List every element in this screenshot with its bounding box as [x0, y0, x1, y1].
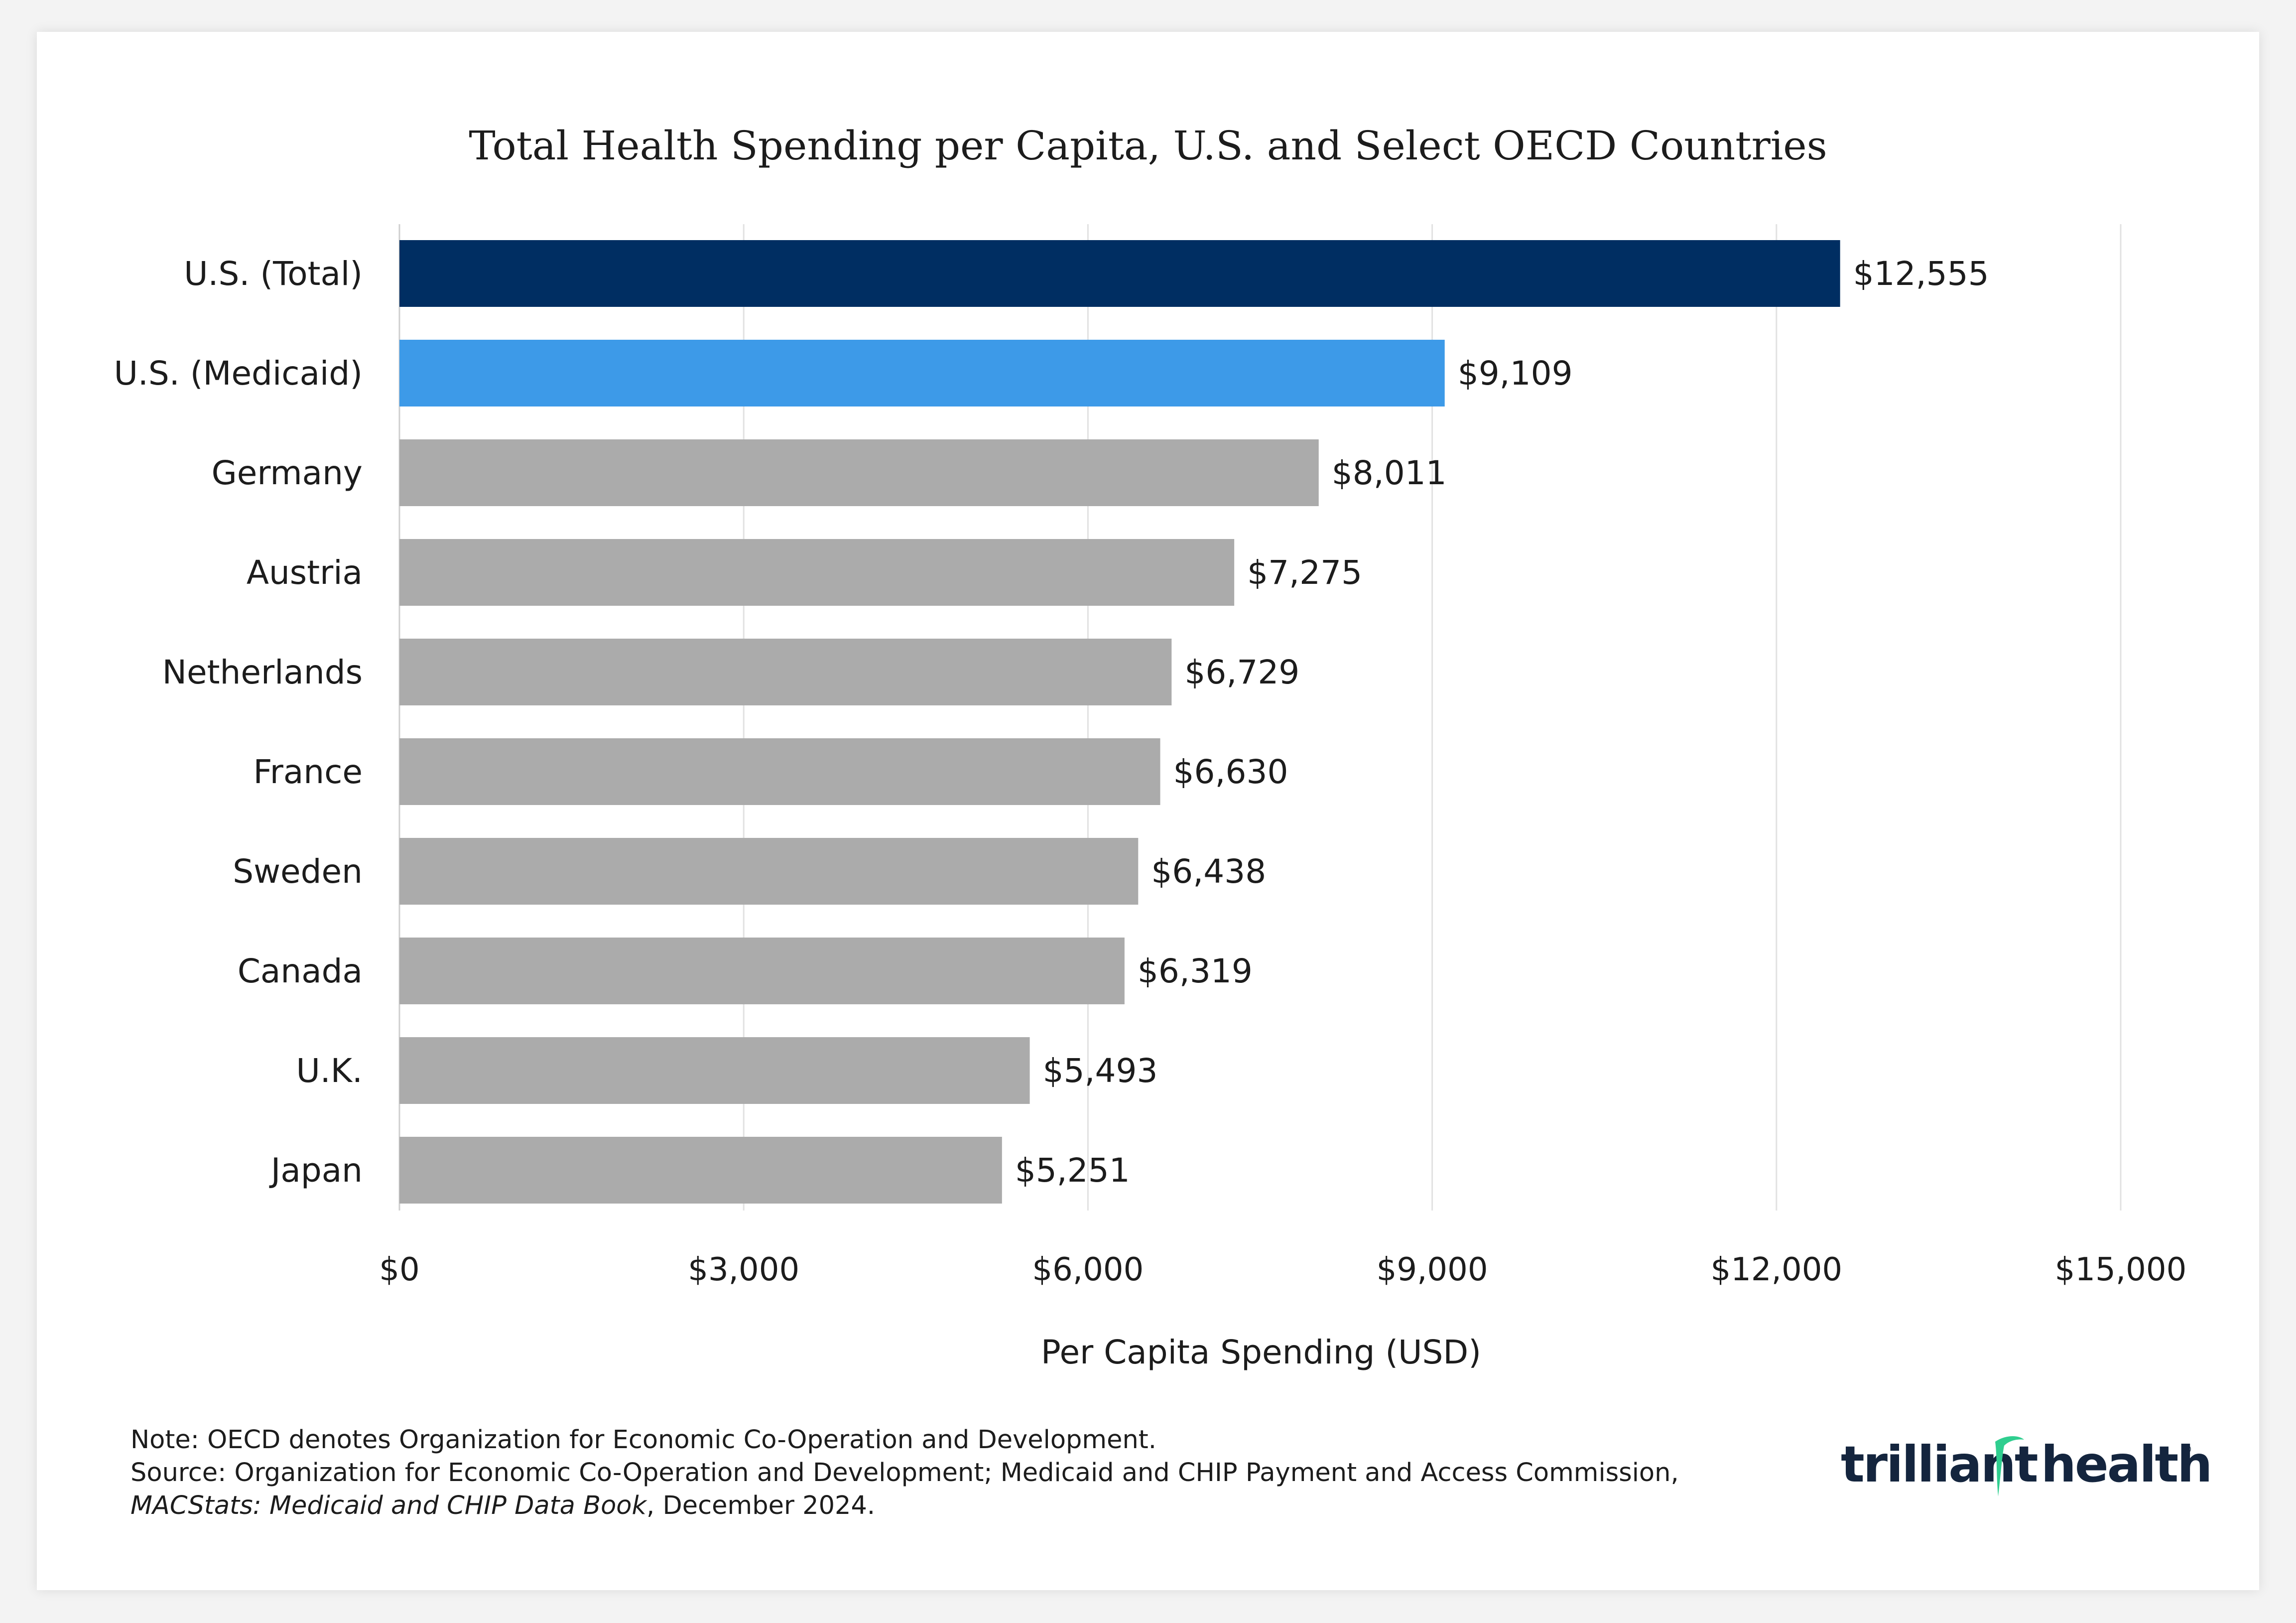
x-tick-label: $0 — [379, 1251, 419, 1288]
category-label: U.S. (Total) — [184, 255, 363, 293]
value-label: $6,630 — [1173, 753, 1288, 791]
value-label: $5,493 — [1043, 1052, 1158, 1090]
category-label: U.K. — [296, 1052, 363, 1090]
logo-word-2: health — [2041, 1435, 2213, 1493]
bar-austria — [399, 539, 1235, 606]
source-book-title: MACStats: Medicaid and CHIP Data Book — [130, 1491, 647, 1520]
category-label: Austria — [247, 553, 363, 592]
logo-word-1: trilliant — [1841, 1435, 2039, 1493]
logo-registered-mark: ® — [2181, 1444, 2192, 1456]
note-text: Note: OECD denotes Organization for Econ… — [130, 1425, 1156, 1455]
category-label: Netherlands — [162, 653, 363, 691]
x-tick-label: $3,000 — [688, 1251, 799, 1288]
bar-japan — [399, 1137, 1002, 1204]
source-date: , December 2024. — [646, 1491, 876, 1520]
bar-netherlands — [399, 639, 1172, 705]
category-label: Germany — [212, 454, 363, 492]
category-label: U.S. (Medicaid) — [114, 354, 363, 393]
trilliant-health-logo: trillianthealth — [1841, 1435, 2213, 1493]
value-label: $12,555 — [1853, 255, 1989, 293]
category-label: Canada — [238, 952, 363, 990]
source-text: Source: Organization for Economic Co-Ope… — [130, 1458, 1679, 1488]
value-label: $6,729 — [1184, 653, 1299, 691]
bar-u-k — [399, 1037, 1030, 1104]
value-label: $8,011 — [1332, 454, 1447, 492]
category-label: Japan — [269, 1151, 363, 1190]
bar-u-s-medicaid — [399, 340, 1445, 406]
bar-sweden — [399, 838, 1139, 905]
x-tick-label: $15,000 — [2055, 1251, 2187, 1288]
category-label: France — [254, 753, 363, 791]
x-tick-label: $12,000 — [1710, 1251, 1842, 1288]
category-label: Sweden — [233, 852, 363, 891]
bar-germany — [399, 439, 1319, 506]
x-tick-label: $9,000 — [1377, 1251, 1488, 1288]
x-tick-label: $6,000 — [1032, 1251, 1144, 1288]
source-text-continued: MACStats: Medicaid and CHIP Data Book, D… — [130, 1489, 1679, 1522]
value-label: $9,109 — [1458, 354, 1573, 393]
value-label: $6,319 — [1138, 952, 1253, 990]
value-label: $7,275 — [1247, 553, 1362, 592]
bar-canada — [399, 938, 1125, 1004]
bar-france — [399, 738, 1160, 805]
bar-u-s-total — [399, 240, 1840, 307]
value-label: $5,251 — [1015, 1151, 1130, 1190]
value-label: $6,438 — [1151, 852, 1266, 891]
chart-notes: Note: OECD denotes Organization for Econ… — [130, 1424, 1679, 1522]
chart-title: Total Health Spending per Capita, U.S. a… — [469, 123, 1827, 169]
logo-swoosh-icon — [1995, 1436, 2024, 1496]
x-axis-title: Per Capita Spending (USD) — [1041, 1333, 1481, 1371]
